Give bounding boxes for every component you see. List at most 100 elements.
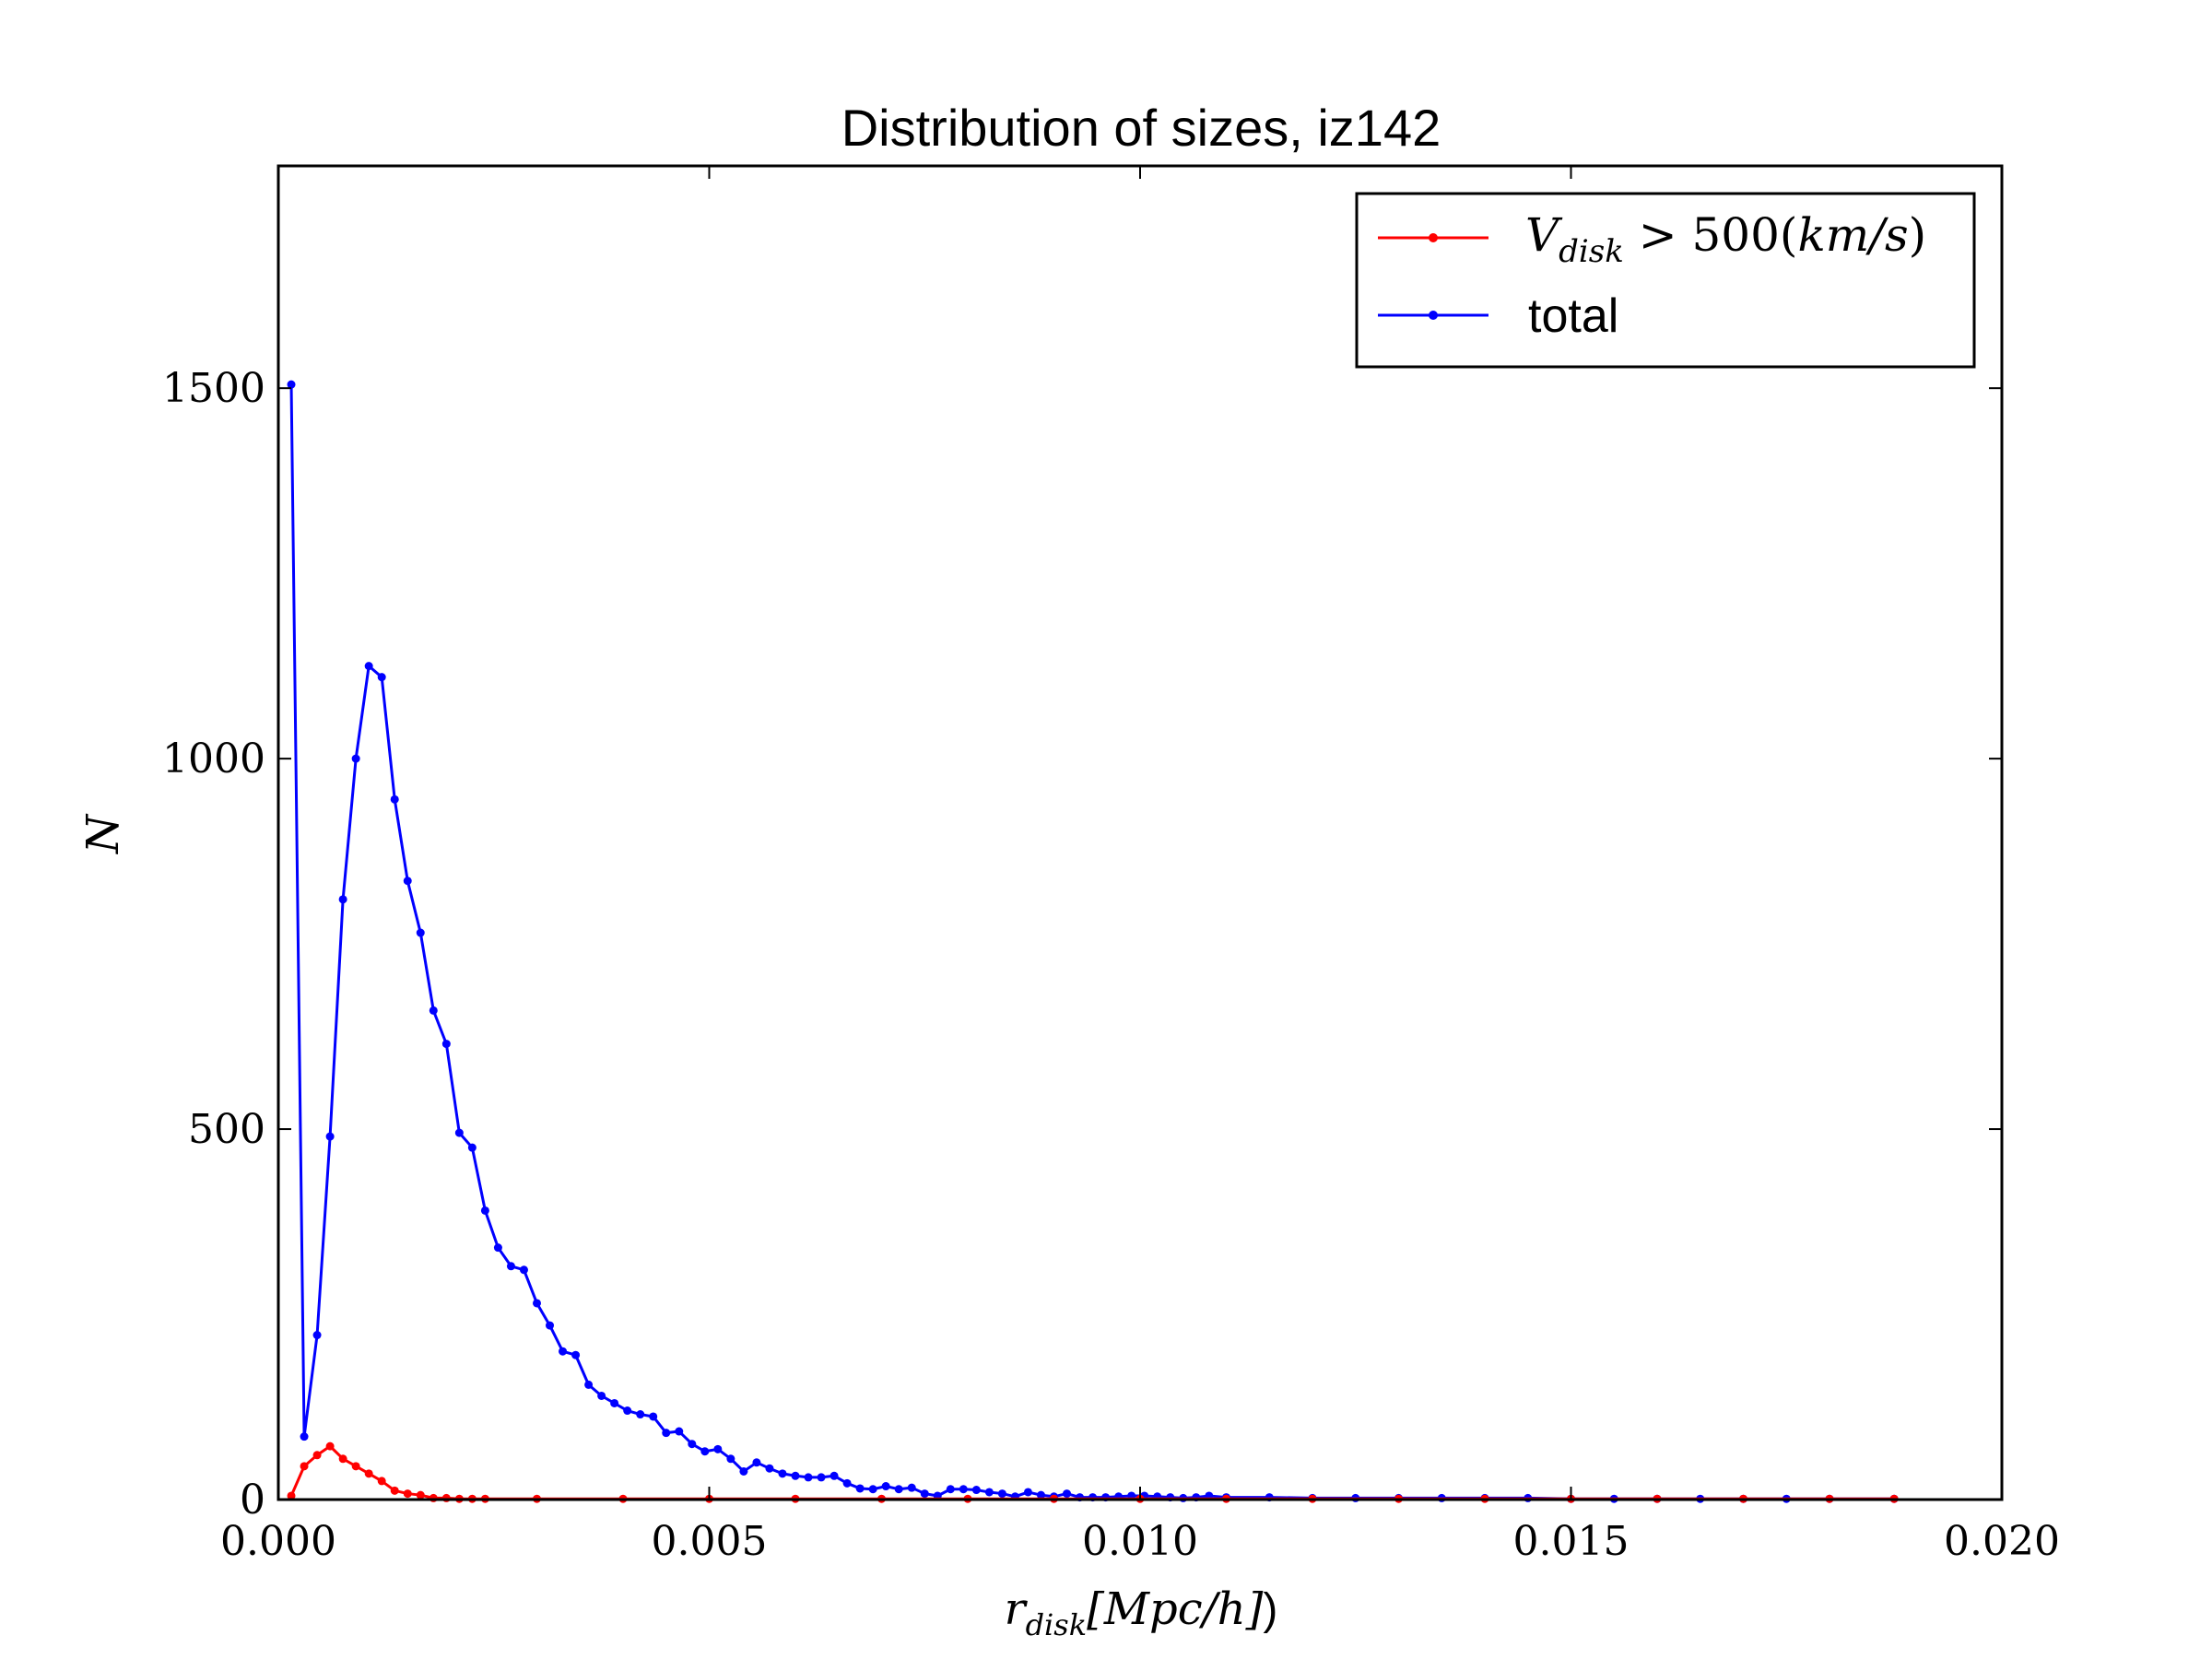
data-point-total	[894, 1485, 903, 1494]
data-point-vdisk	[312, 1451, 322, 1460]
legend-label-vdisk-v: V	[1525, 208, 1563, 262]
data-point-total	[546, 1321, 555, 1330]
x-axis-label-sub: disk	[1026, 1607, 1088, 1642]
data-point-total	[506, 1262, 515, 1271]
data-point-total	[636, 1410, 645, 1419]
data-point-total	[584, 1380, 594, 1389]
data-point-total	[377, 673, 386, 682]
chart-title: Distribution of sizes, iz142	[841, 99, 1441, 157]
x-axis-label-paren: )	[1263, 1585, 1277, 1634]
data-point-total	[920, 1489, 929, 1499]
data-point-total	[1063, 1489, 1072, 1499]
x-tick-label: 0.005	[652, 1518, 768, 1565]
data-point-total	[830, 1471, 839, 1480]
data-point-total	[597, 1391, 606, 1400]
data-point-vdisk	[416, 1490, 425, 1500]
data-point-total	[1023, 1488, 1032, 1497]
data-point-vdisk	[441, 1493, 451, 1502]
data-point-total	[791, 1471, 800, 1480]
x-tick-label: 0.015	[1513, 1518, 1630, 1565]
data-point-vdisk	[338, 1454, 347, 1464]
y-tick-label: 1500	[162, 365, 265, 412]
legend-label-vdisk-rest: > 500(	[1624, 208, 1798, 262]
data-point-total	[610, 1398, 619, 1407]
data-point-total	[519, 1265, 528, 1275]
legend: Vdisk > 500(km/s) total	[1355, 192, 1976, 369]
data-point-vdisk	[429, 1493, 438, 1502]
data-point-total	[804, 1473, 813, 1482]
data-point-vdisk	[325, 1441, 335, 1451]
legend-marker-vdisk	[1429, 233, 1438, 242]
x-tick-label: 0.010	[1082, 1518, 1198, 1565]
data-point-total	[778, 1469, 787, 1478]
legend-label-vdisk: Vdisk > 500(km/s)	[1525, 208, 1926, 270]
x-axis-label: rdisk[Mpc/h])	[1005, 1583, 1278, 1642]
data-point-total	[662, 1429, 671, 1438]
x-tick-label: 0.000	[220, 1518, 336, 1565]
data-point-total	[312, 1331, 322, 1340]
data-point-total	[726, 1454, 735, 1464]
data-point-vdisk	[364, 1469, 373, 1478]
data-point-vdisk	[351, 1462, 360, 1471]
series-line-total	[289, 384, 1895, 1500]
data-point-vdisk	[403, 1489, 412, 1499]
data-point-total	[390, 794, 399, 804]
legend-box	[1355, 192, 1976, 369]
data-point-total	[907, 1483, 916, 1492]
data-point-total	[1036, 1490, 1045, 1500]
data-point-total	[713, 1444, 723, 1453]
x-tick-label: 0.020	[1944, 1518, 2060, 1565]
x-axis-label-r: r	[1005, 1583, 1029, 1635]
data-point-total	[842, 1478, 852, 1488]
data-point-total	[739, 1466, 748, 1476]
data-point-vdisk	[390, 1486, 399, 1495]
data-point-total	[480, 1206, 489, 1215]
legend-marker-total	[1429, 311, 1438, 320]
data-point-total	[765, 1464, 774, 1473]
data-point-total	[403, 877, 412, 886]
data-point-total	[300, 1432, 309, 1441]
data-point-total	[971, 1486, 981, 1495]
data-point-total	[351, 754, 360, 763]
data-point-total	[675, 1427, 684, 1436]
data-point-total	[752, 1458, 761, 1467]
data-point-total	[364, 662, 373, 671]
data-point-total	[649, 1412, 658, 1421]
data-point-vdisk	[300, 1462, 309, 1471]
data-point-total	[416, 928, 425, 937]
data-point-total	[454, 1128, 464, 1137]
data-point-total	[441, 1040, 451, 1049]
legend-label-vdisk-sub: disk	[1559, 233, 1624, 270]
legend-label-vdisk-units: km/s	[1797, 208, 1908, 262]
data-point-total	[855, 1484, 865, 1493]
data-point-vdisk	[377, 1477, 386, 1486]
data-point-total	[533, 1299, 541, 1308]
data-point-total	[467, 1143, 477, 1152]
y-tick-label: 0	[240, 1477, 265, 1524]
data-point-total	[959, 1485, 968, 1494]
data-point-total	[688, 1440, 697, 1449]
y-tick-label: 1000	[162, 735, 265, 782]
data-point-total	[493, 1243, 502, 1253]
data-point-total	[700, 1447, 710, 1456]
data-point-total	[559, 1347, 568, 1356]
data-point-total	[623, 1406, 632, 1416]
data-point-total	[817, 1473, 826, 1482]
data-point-total	[325, 1132, 335, 1141]
legend-label-total: total	[1528, 289, 1618, 343]
data-point-total	[984, 1488, 994, 1497]
data-point-total	[946, 1485, 955, 1494]
y-tick-label: 500	[188, 1106, 265, 1153]
data-point-total	[338, 895, 347, 904]
x-axis-label-rest: [Mpc/h]	[1087, 1583, 1264, 1635]
legend-label-vdisk-close: )	[1909, 208, 1927, 262]
data-point-total	[287, 380, 296, 389]
data-point-total	[571, 1350, 581, 1359]
data-point-total	[881, 1482, 890, 1491]
data-point-total	[429, 1006, 438, 1015]
data-point-total	[997, 1489, 1006, 1499]
y-axis-label: N	[77, 813, 129, 854]
data-point-vdisk	[287, 1491, 296, 1500]
tick-layer: 0.000 0.005 0.010 0.015 0.020 0 500 1000 1500	[162, 166, 2060, 1565]
